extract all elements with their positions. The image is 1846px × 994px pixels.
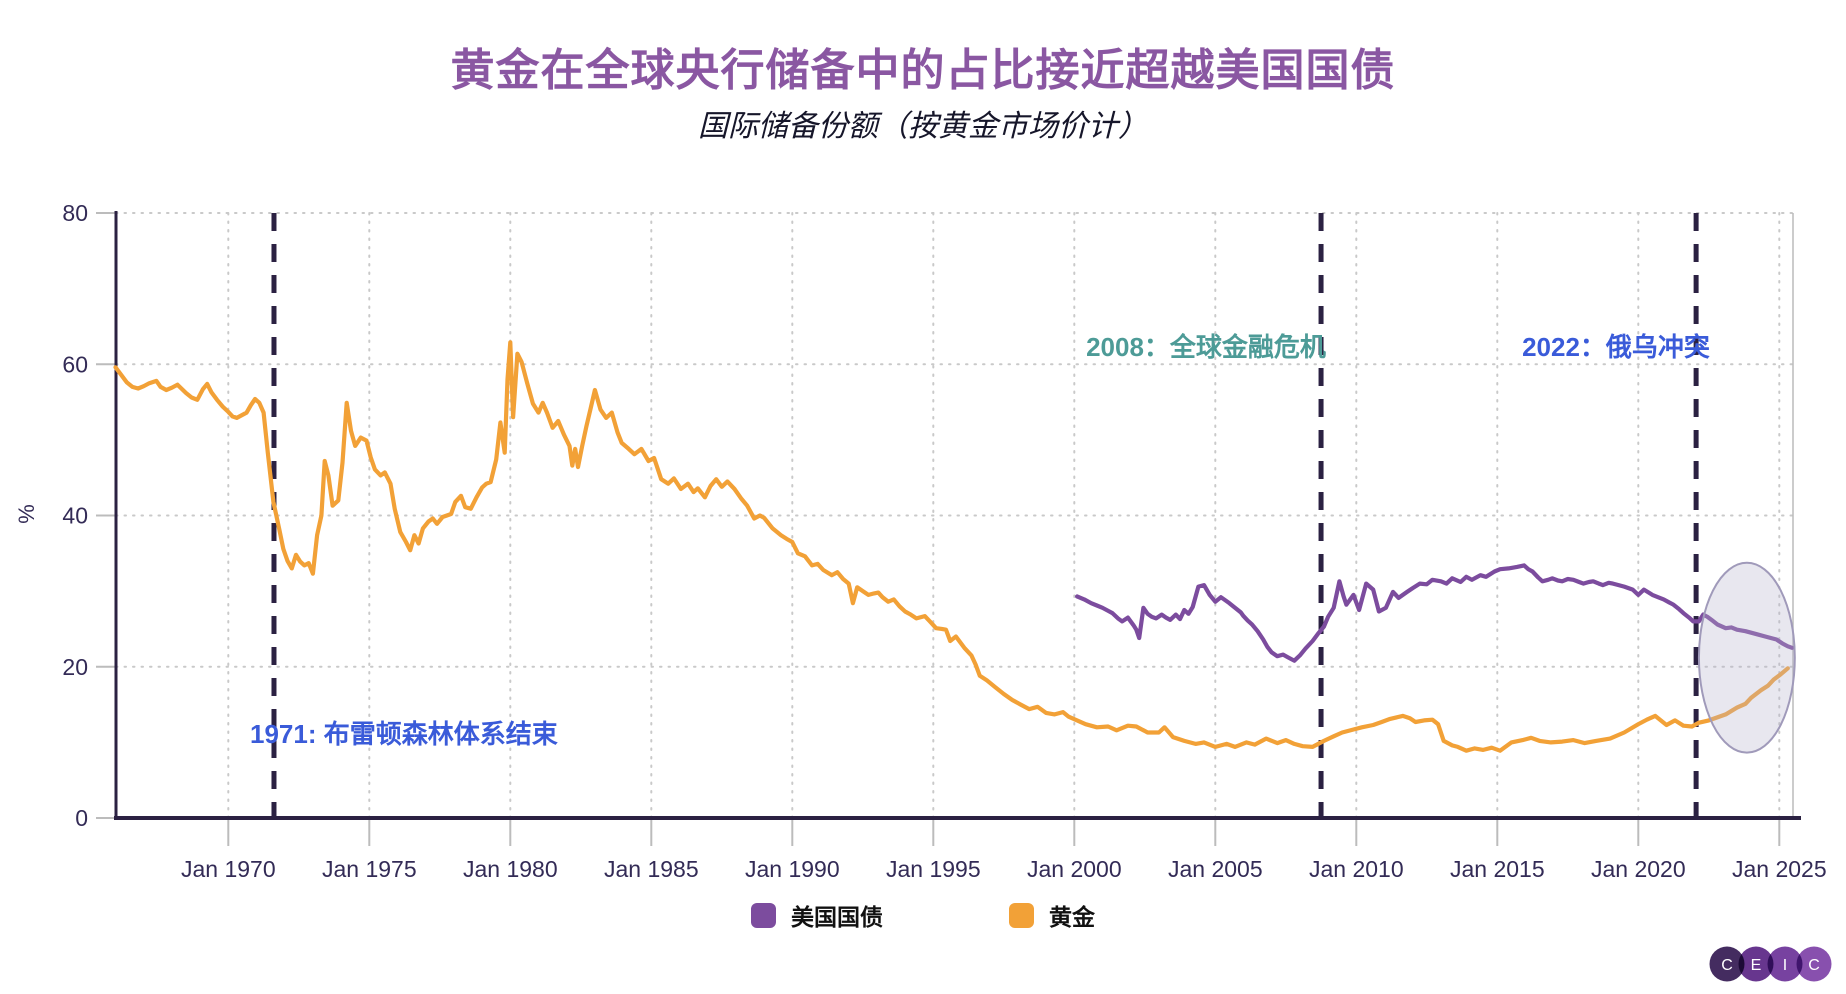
y-tick-label: 40: [62, 503, 88, 529]
x-tick-label: Jan 1990: [745, 856, 840, 882]
x-tick-label: Jan 2005: [1168, 856, 1263, 882]
y-tick-label: 0: [75, 805, 88, 831]
annotation-2022-ukraine: 2022：俄乌冲突: [1522, 332, 1710, 362]
y-tick-label: 20: [62, 654, 88, 680]
legend-item-gold: 黄金: [1009, 898, 1095, 932]
x-tick-label: Jan 2000: [1027, 856, 1122, 882]
gold-label: 黄金: [1049, 904, 1095, 930]
x-tick-label: Jan 1980: [463, 856, 558, 882]
logo-circle: [1738, 946, 1774, 982]
annotation-2008-gfc: 2008：全球金融危机: [1086, 332, 1326, 362]
y-tick-label: 80: [62, 200, 88, 226]
logo-circle: [1796, 946, 1832, 982]
us-treasuries-swatch: [751, 902, 776, 928]
logo-letter: I: [1783, 957, 1787, 974]
us-treasuries-label: 美国国债: [791, 904, 883, 930]
series-line-美国国债: [1074, 563, 1795, 663]
x-tick-label: Jan 2025: [1732, 856, 1827, 882]
x-tick-label: Jan 2010: [1309, 856, 1404, 882]
series-line-黄金: [113, 340, 1790, 753]
y-axis-label: %: [14, 504, 39, 524]
x-tick-label: Jan 1985: [604, 856, 699, 882]
logo-letter: C: [1808, 957, 1820, 974]
legend-item-us-treasuries: 美国国债: [751, 898, 883, 932]
x-tick-label: Jan 2020: [1591, 856, 1686, 882]
y-tick-label: 60: [62, 351, 88, 377]
page-subtitle: 国际储备份额（按黄金市场价计）: [698, 110, 1148, 143]
x-tick-label: Jan 1995: [886, 856, 981, 882]
annotation-1971-bretton-woods: 1971: 布雷顿森林体系结束: [250, 719, 558, 749]
logo-letter: E: [1751, 957, 1762, 974]
highlight-ellipse: [1697, 561, 1796, 754]
gold-swatch: [1009, 902, 1034, 928]
x-tick-label: Jan 1975: [322, 856, 417, 882]
page-title: 黄金在全球央行储备中的占比接近超越美国国债: [450, 46, 1396, 95]
logo-circle: [1709, 946, 1745, 982]
legend: 美国国债 黄金: [0, 898, 1846, 932]
x-tick-label: Jan 2015: [1450, 856, 1545, 882]
logo-letter: C: [1721, 957, 1733, 974]
logo-circle: [1767, 946, 1803, 982]
x-tick-label: Jan 1970: [181, 856, 276, 882]
